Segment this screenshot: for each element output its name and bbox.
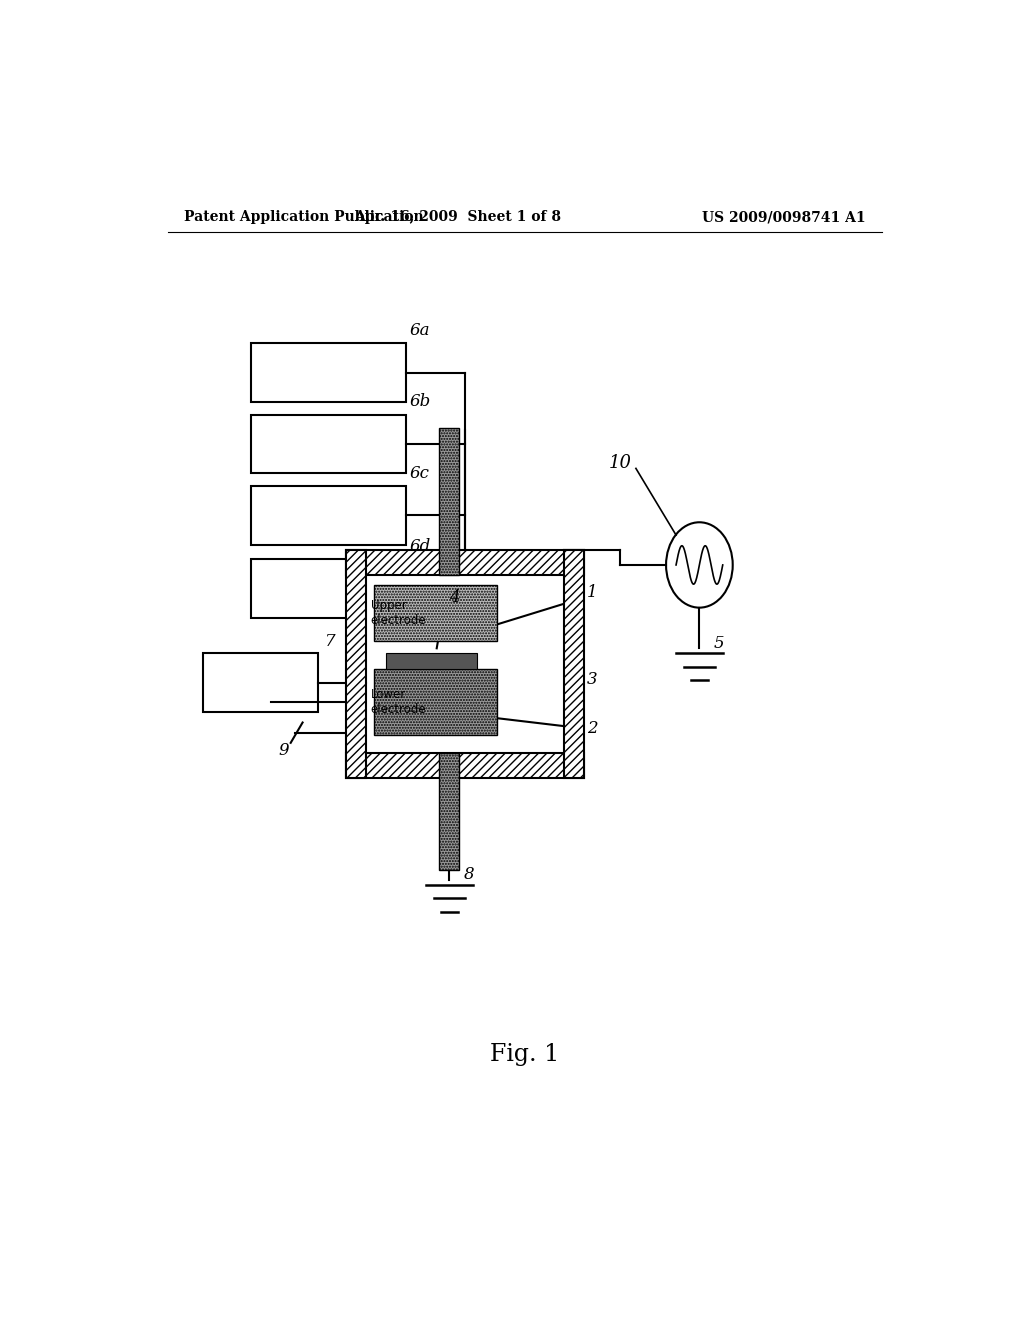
Bar [251, 414, 406, 474]
Text: 5: 5 [714, 635, 724, 652]
Bar [439, 752, 460, 870]
Bar [386, 653, 477, 669]
Text: 1: 1 [587, 585, 597, 602]
Text: 10: 10 [609, 454, 632, 473]
Bar [346, 752, 585, 779]
Bar [346, 549, 367, 779]
Bar [564, 549, 585, 779]
Bar [346, 549, 585, 576]
Text: 2: 2 [587, 719, 597, 737]
Text: US 2009/0098741 A1: US 2009/0098741 A1 [702, 210, 866, 224]
Bar [251, 343, 406, 403]
Text: Upper
electrode: Upper electrode [371, 599, 426, 627]
Text: 6a: 6a [410, 322, 430, 339]
Text: 3: 3 [587, 672, 597, 688]
Bar [204, 653, 318, 713]
Bar [251, 558, 406, 618]
Text: Apr. 16, 2009  Sheet 1 of 8: Apr. 16, 2009 Sheet 1 of 8 [354, 210, 561, 224]
Bar [439, 428, 460, 576]
Text: 7: 7 [325, 632, 336, 649]
Bar [374, 669, 497, 735]
Text: 4: 4 [449, 589, 459, 606]
Text: 6d: 6d [410, 537, 431, 554]
Text: 6c: 6c [410, 465, 430, 482]
Text: 6b: 6b [410, 393, 431, 411]
Text: 9: 9 [279, 742, 290, 759]
Text: Fig. 1: Fig. 1 [490, 1043, 559, 1067]
Text: 8: 8 [464, 866, 474, 883]
Bar [251, 486, 406, 545]
Bar [374, 585, 497, 642]
Text: Lower
electrode: Lower electrode [371, 688, 426, 715]
Text: Patent Application Publication: Patent Application Publication [183, 210, 423, 224]
Bar [367, 576, 564, 752]
